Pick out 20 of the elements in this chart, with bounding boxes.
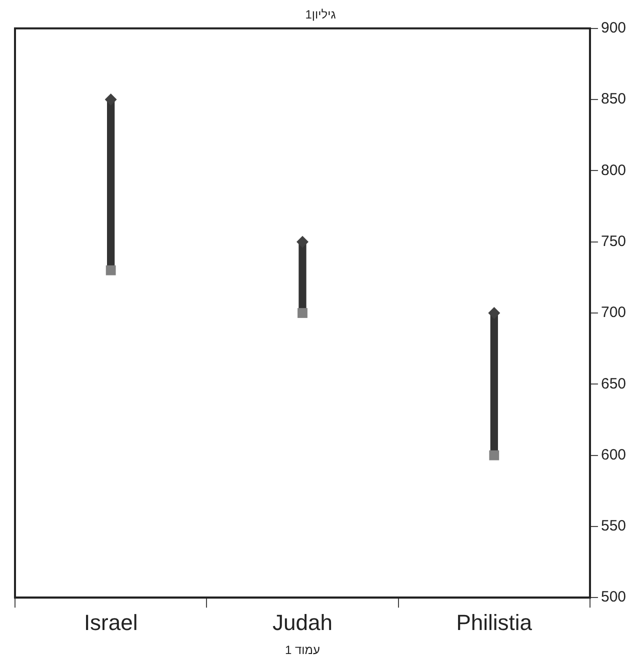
x-tick-label: Israel xyxy=(84,610,138,635)
y-tick-label: 700 xyxy=(600,304,626,322)
point xyxy=(488,307,500,319)
y-tick-label: 600 xyxy=(600,446,626,464)
text: עמוד 1 xyxy=(284,643,320,657)
y-tick-label: 750 xyxy=(600,232,626,250)
point xyxy=(296,236,308,248)
y-tick-label: 850 xyxy=(600,90,626,108)
y-tick-label: 550 xyxy=(600,518,626,535)
point xyxy=(106,265,116,276)
point xyxy=(104,94,117,106)
y-tick-label: 500 xyxy=(600,588,626,606)
y-tick-label: 800 xyxy=(600,162,626,179)
y-tick-label: 900 xyxy=(600,20,626,37)
x-tick-label: Judah xyxy=(272,610,332,635)
y-tick-label: 650 xyxy=(600,375,626,392)
chart-title: גיליון1 xyxy=(305,8,336,22)
x-tick-label: Philistia xyxy=(456,610,533,635)
point xyxy=(298,308,308,318)
point xyxy=(489,450,500,460)
